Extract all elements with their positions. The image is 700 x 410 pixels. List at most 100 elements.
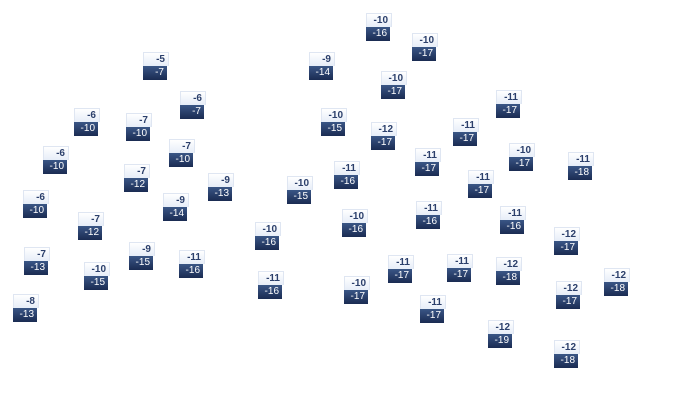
high-temperature: -12 [496,257,522,271]
low-temperature: -16 [334,175,358,189]
temperature-marker[interactable]: -10 -15 [321,108,347,136]
high-temperature: -6 [43,146,69,160]
high-temperature: -10 [342,209,368,223]
temperature-marker[interactable]: -9 -14 [163,193,189,221]
low-temperature: -7 [143,66,167,80]
temperature-marker[interactable]: -9 -15 [129,242,155,270]
temperature-marker[interactable]: -10 -17 [381,71,407,99]
low-temperature: -16 [179,264,203,278]
temperature-marker[interactable]: -11 -17 [388,255,414,283]
high-temperature: -11 [447,254,473,268]
low-temperature: -15 [321,122,345,136]
low-temperature: -12 [124,178,148,192]
temperature-marker[interactable]: -5 -7 [143,52,169,80]
high-temperature: -11 [388,255,414,269]
temperature-marker[interactable]: -11 -17 [415,148,441,176]
temperature-marker[interactable]: -7 -10 [169,139,195,167]
low-temperature: -17 [509,157,533,171]
low-temperature: -18 [604,282,628,296]
temperature-marker[interactable]: -12 -17 [554,227,580,255]
high-temperature: -10 [412,33,438,47]
low-temperature: -17 [496,104,520,118]
high-temperature: -7 [126,113,152,127]
low-temperature: -10 [169,153,193,167]
high-temperature: -7 [24,247,50,261]
low-temperature: -10 [74,122,98,136]
high-temperature: -9 [129,242,155,256]
low-temperature: -17 [556,295,580,309]
temperature-marker[interactable]: -10 -17 [344,276,370,304]
low-temperature: -16 [342,223,366,237]
high-temperature: -6 [23,190,49,204]
temperature-marker[interactable]: -6 -10 [23,190,49,218]
high-temperature: -12 [488,320,514,334]
high-temperature: -11 [334,161,360,175]
temperature-marker[interactable]: -12 -17 [371,122,397,150]
low-temperature: -12 [78,226,102,240]
temperature-marker[interactable]: -10 -15 [287,176,313,204]
low-temperature: -7 [180,105,204,119]
high-temperature: -11 [415,148,441,162]
high-temperature: -10 [84,262,110,276]
high-temperature: -6 [74,108,100,122]
temperature-marker[interactable]: -10 -16 [255,222,281,250]
temperature-marker[interactable]: -12 -18 [554,340,580,368]
temperature-marker[interactable]: -6 -10 [74,108,100,136]
temperature-marker[interactable]: -11 -17 [453,118,479,146]
high-temperature: -10 [509,143,535,157]
high-temperature: -11 [179,250,205,264]
temperature-marker[interactable]: -7 -10 [126,113,152,141]
temperature-marker[interactable]: -11 -16 [334,161,360,189]
low-temperature: -17 [420,309,444,323]
temperature-marker[interactable]: -10 -15 [84,262,110,290]
low-temperature: -18 [496,271,520,285]
low-temperature: -15 [84,276,108,290]
temperature-marker[interactable]: -8 -13 [13,294,39,322]
low-temperature: -10 [126,127,150,141]
temperature-marker[interactable]: -11 -16 [258,271,284,299]
temperature-marker[interactable]: -10 -17 [412,33,438,61]
low-temperature: -15 [287,190,311,204]
temperature-marker[interactable]: -10 -16 [366,13,392,41]
high-temperature: -12 [556,281,582,295]
high-temperature: -12 [554,227,580,241]
low-temperature: -17 [344,290,368,304]
temperature-marker[interactable]: -11 -16 [179,250,205,278]
temperature-marker[interactable]: -11 -17 [468,170,494,198]
temperature-marker[interactable]: -11 -18 [568,152,594,180]
temperature-marker[interactable]: -7 -12 [124,164,150,192]
low-temperature: -18 [554,354,578,368]
high-temperature: -11 [496,90,522,104]
temperature-marker[interactable]: -6 -10 [43,146,69,174]
high-temperature: -11 [258,271,284,285]
temperature-marker[interactable]: -11 -17 [496,90,522,118]
temperature-marker[interactable]: -9 -13 [208,173,234,201]
low-temperature: -18 [568,166,592,180]
temperature-marker[interactable]: -11 -16 [416,201,442,229]
temperature-marker[interactable]: -11 -17 [447,254,473,282]
low-temperature: -13 [24,261,48,275]
low-temperature: -17 [412,47,436,61]
low-temperature: -10 [43,160,67,174]
high-temperature: -10 [321,108,347,122]
temperature-marker[interactable]: -12 -18 [496,257,522,285]
low-temperature: -16 [500,220,524,234]
high-temperature: -6 [180,91,206,105]
temperature-marker[interactable]: -12 -17 [556,281,582,309]
temperature-marker[interactable]: -6 -7 [180,91,206,119]
low-temperature: -16 [255,236,279,250]
high-temperature: -10 [344,276,370,290]
temperature-marker[interactable]: -11 -16 [500,206,526,234]
low-temperature: -17 [415,162,439,176]
temperature-marker[interactable]: -12 -19 [488,320,514,348]
low-temperature: -16 [258,285,282,299]
temperature-marker[interactable]: -7 -13 [24,247,50,275]
temperature-marker[interactable]: -9 -14 [309,52,335,80]
temperature-marker[interactable]: -12 -18 [604,268,630,296]
temperature-marker[interactable]: -7 -12 [78,212,104,240]
temperature-marker[interactable]: -10 -17 [509,143,535,171]
temperature-marker[interactable]: -11 -17 [420,295,446,323]
low-temperature: -14 [163,207,187,221]
high-temperature: -9 [208,173,234,187]
temperature-marker[interactable]: -10 -16 [342,209,368,237]
